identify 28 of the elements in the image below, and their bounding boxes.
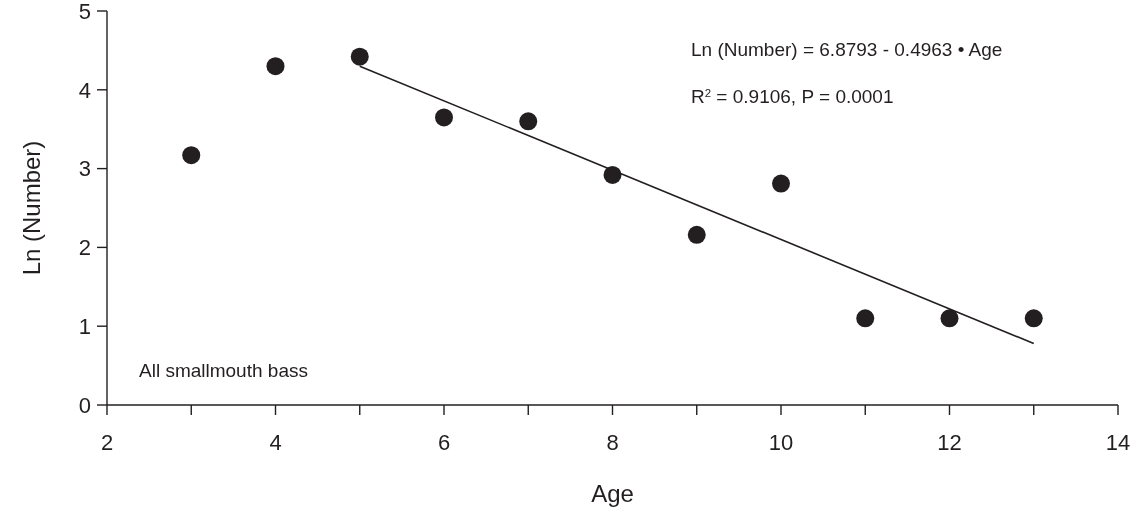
x-axis-title: Age — [591, 480, 634, 507]
annotation: All smallmouth bass — [139, 360, 308, 381]
point — [350, 47, 369, 66]
point — [435, 108, 453, 127]
point — [772, 174, 790, 193]
y-axis-title: Ln (Number) — [18, 140, 45, 276]
x-tick-label: 14 — [1105, 430, 1131, 455]
y-tick-label: 5 — [78, 0, 91, 24]
point — [1024, 309, 1043, 328]
point — [940, 309, 959, 328]
point — [856, 309, 875, 328]
point — [182, 146, 201, 165]
annotation: R$^{2}$ = 0.9106, P = 0.0001 — [691, 86, 894, 107]
y-tick-label: 3 — [78, 156, 91, 182]
point — [266, 57, 285, 76]
x-tick-label: 6 — [437, 430, 451, 455]
y-tick-label: 4 — [78, 77, 91, 103]
annotation: Ln (Number) = 6.8793 - 0.4963 • Age — [691, 39, 1003, 60]
y-tick-label: 0 — [78, 392, 91, 418]
x-tick-label: 10 — [768, 430, 794, 455]
point — [687, 225, 706, 244]
point — [519, 112, 538, 131]
x-tick-label: 8 — [606, 430, 619, 455]
y-tick-label: 1 — [78, 313, 91, 339]
y-tick-label: 2 — [78, 235, 91, 261]
x-tick-label: 2 — [100, 430, 114, 455]
x-tick-label: 12 — [937, 430, 962, 455]
x-tick-label: 4 — [269, 430, 282, 455]
